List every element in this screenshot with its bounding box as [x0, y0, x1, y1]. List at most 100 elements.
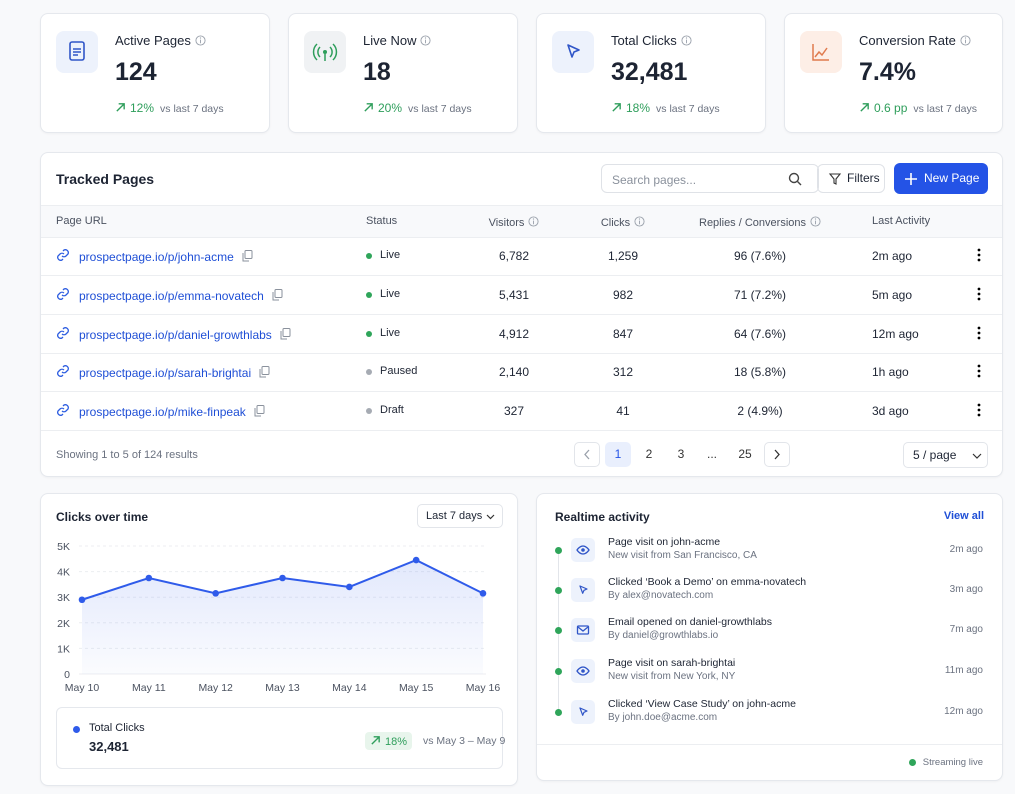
kpi-card: Total Clicks 32,481 18% vs last 7 days [536, 13, 766, 133]
y-tick-label: 3K [57, 592, 70, 604]
column-header: Replies / Conversions [680, 215, 840, 229]
summary-change: 18% [365, 732, 413, 750]
summary-change-value: 18% [385, 736, 408, 748]
summary-label: Total Clicks [89, 722, 145, 734]
kpi-icon [304, 31, 346, 73]
page-url[interactable]: prospectpage.io/p/mike-finpeak [79, 404, 265, 419]
activity-icon [571, 578, 595, 602]
view-all[interactable]: View all [943, 510, 984, 522]
status: Draft [380, 404, 404, 417]
kpi-card: Active Pages 124 12% vs last 7 days [40, 13, 270, 133]
status: Live [380, 249, 401, 261]
page-url[interactable]: prospectpage.io/p/john-acme [79, 249, 253, 264]
page-url[interactable]: prospectpage.io/p/daniel-growthlabs [79, 327, 291, 342]
table-header-bg [41, 205, 1002, 238]
row-border [41, 430, 1002, 432]
cell-visitors: 5,431 [498, 287, 530, 302]
cell-last: 12m ago [872, 326, 919, 341]
y-tick-label: 0 [64, 669, 70, 681]
x-tick-label: May 16 [466, 682, 501, 694]
next-page[interactable] [764, 442, 790, 467]
status-dot [366, 330, 372, 337]
y-tick-label: 4K [57, 567, 70, 579]
page-number[interactable]: 3 [677, 447, 685, 461]
timeline-dot [555, 627, 562, 634]
status-dot [366, 291, 372, 298]
status: Paused [380, 365, 418, 378]
per-page-label: 5 / page [913, 448, 957, 462]
chart-title: Clicks over time [56, 510, 149, 524]
cell-last: 3d ago [872, 404, 909, 419]
column-header: Clicks [543, 215, 703, 229]
activity-time: 11m ago [944, 665, 983, 676]
new-page-button[interactable]: New Page [894, 163, 988, 194]
filters-button[interactable]: Filters [817, 164, 885, 193]
column-header: Page URL [56, 215, 107, 227]
page-url[interactable]: prospectpage.io/p/sarah-brightai [79, 365, 270, 380]
activity-icon [571, 618, 595, 642]
summary-box: Total Clicks 32,481 18% vs May 3 – May 9 [56, 707, 506, 769]
kpi-icon [552, 31, 594, 73]
page-number[interactable]: 2 [645, 447, 653, 461]
row-border [41, 352, 1002, 354]
row-border [41, 275, 1002, 276]
x-tick-label: May 14 [332, 682, 367, 694]
summary-note: vs May 3 – May 9 [423, 735, 506, 747]
column-header-text: Clicks [600, 217, 631, 229]
page-number[interactable]: 1 [605, 442, 631, 467]
point [412, 556, 420, 564]
column-header-text: Visitors [488, 217, 525, 229]
activity-detail: By john.doe@acme.com [608, 712, 718, 723]
page-url-text: prospectpage.io/p/sarah-brightai [79, 366, 252, 381]
kpi-icon [56, 31, 98, 73]
range-label: Last 7 days [426, 510, 483, 522]
search-box[interactable]: Search pages... [601, 164, 819, 193]
activity-icon [571, 700, 595, 724]
page-number[interactable]: ... [706, 447, 717, 461]
kpi-value: 7.4% [859, 58, 916, 86]
status: Live [380, 287, 401, 300]
kpi-change: 20% vs last 7 days [363, 101, 472, 115]
y-tick-label: 5K [57, 541, 70, 553]
kpi-value: 32,481 [611, 58, 688, 86]
kpi-change: 0.6 pp vs last 7 days [859, 101, 977, 115]
column-header-text: Replies / Conversions [699, 217, 806, 229]
cell-visitors: 327 [503, 404, 525, 419]
page-url-text: prospectpage.io/p/daniel-growthlabs [79, 327, 272, 342]
status-dot [366, 408, 372, 415]
timeline-dot [555, 587, 562, 594]
page-number[interactable]: 25 [738, 447, 752, 461]
timeline-dot [555, 668, 562, 675]
column-header: Last Activity [872, 215, 930, 227]
cell-replies: 96 (7.6%) [733, 249, 787, 263]
legend-dot [73, 726, 80, 733]
column-header: Status [366, 215, 397, 227]
kpi-label: Conversion Rate [859, 33, 971, 48]
per-page[interactable]: 5 / page [903, 442, 988, 468]
kpi-label-text: Live Now [363, 33, 417, 48]
point [346, 583, 353, 591]
page-url[interactable]: prospectpage.io/p/emma-novatech [79, 288, 283, 303]
timeline-dot [555, 547, 562, 554]
prev-page[interactable] [574, 442, 600, 467]
kpi-change: 18% vs last 7 days [611, 101, 720, 115]
cell-visitors: 2,140 [498, 365, 530, 380]
cell-visitors: 4,912 [498, 326, 530, 341]
kpi-card: Conversion Rate 7.4% 0.6 pp vs last 7 days [784, 13, 1003, 133]
kpi-value: 18 [363, 58, 391, 86]
activity-detail: By daniel@growthlabs.io [608, 630, 719, 641]
kpi-note: vs last 7 days [160, 103, 224, 115]
point [279, 574, 286, 582]
chart-card: Clicks over time Last 7 days 0 1K 2K 3K 4K 5K Ma… [40, 493, 518, 786]
activity-time: 3m ago [949, 584, 983, 595]
kpi-label-text: Total Clicks [611, 33, 677, 48]
cell-clicks: 312 [612, 365, 634, 380]
cell-replies: 71 (7.2%) [733, 287, 787, 302]
activity-text: Clicked ‘View Case Study’ on john-acme [608, 698, 796, 710]
kpi-note: vs last 7 days [913, 103, 977, 115]
point [212, 590, 219, 597]
timeline-dot [555, 709, 562, 716]
cell-last: 2m ago [872, 249, 913, 263]
range-select[interactable]: Last 7 days [417, 504, 503, 528]
row-border [41, 313, 1002, 315]
